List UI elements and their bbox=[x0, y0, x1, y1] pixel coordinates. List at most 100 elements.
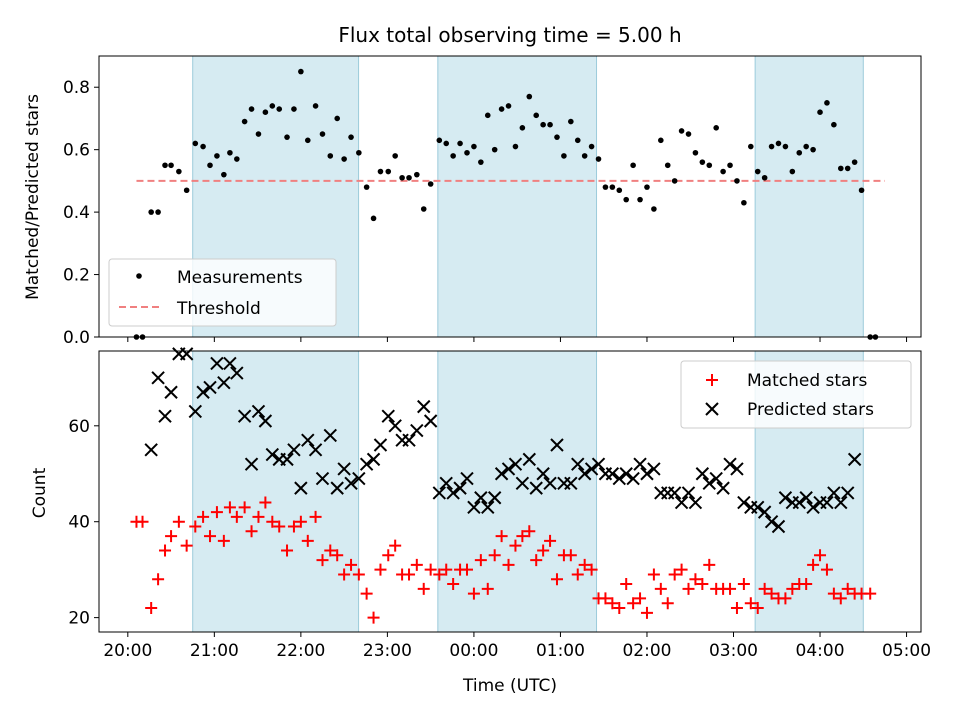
measurement-point bbox=[581, 153, 588, 159]
matched-star-point bbox=[827, 587, 840, 600]
measurement-point bbox=[414, 171, 420, 178]
measurement-point bbox=[526, 93, 533, 100]
predicted-star-point bbox=[251, 404, 266, 419]
top-shaded-intervals bbox=[192, 55, 864, 338]
measurement-point bbox=[637, 196, 643, 203]
measurement-point bbox=[356, 149, 362, 156]
matched-star-point bbox=[689, 573, 702, 586]
predicted-star-point bbox=[287, 443, 301, 457]
matched-star-point bbox=[730, 602, 743, 615]
matched-star-point bbox=[440, 563, 453, 576]
predicted-star-point bbox=[144, 443, 158, 457]
predicted-star-point bbox=[612, 471, 626, 486]
predicted-star-point bbox=[716, 481, 730, 495]
matched-star-point bbox=[189, 520, 202, 533]
predicted-star-point bbox=[280, 452, 294, 467]
x-tick-label: 01:00 bbox=[536, 641, 585, 661]
predicted-star-point bbox=[294, 481, 308, 495]
matched-star-point bbox=[571, 568, 584, 581]
predicted-star-point bbox=[460, 471, 474, 486]
measurement-point bbox=[312, 103, 319, 109]
measurement-point bbox=[519, 125, 526, 131]
y-tick-label: 0.8 bbox=[63, 78, 90, 98]
matched-star-point bbox=[599, 592, 612, 605]
matched-star-point bbox=[682, 582, 695, 595]
matched-star-point bbox=[433, 568, 446, 581]
y-tick-label: 20 bbox=[68, 609, 90, 629]
predicted-star-point bbox=[352, 471, 366, 486]
x-tick-label: 05:00 bbox=[882, 641, 931, 661]
measurement-point bbox=[427, 181, 434, 187]
matched-star-point bbox=[345, 558, 358, 571]
measurement-point bbox=[183, 187, 190, 194]
top-legend: Measurements Threshold bbox=[108, 258, 337, 327]
matched-star-point bbox=[165, 530, 178, 543]
ratio-panel: 0.00.20.40.60.8 Matched/Predicted stars … bbox=[23, 55, 922, 348]
matched-star-point bbox=[287, 520, 300, 533]
count-panel: 20 40 60 20:00 21:00 22:00 23:00 00:00 01:00 02:0… bbox=[30, 347, 931, 696]
measurement-point bbox=[298, 68, 304, 75]
predicted-star-point bbox=[584, 462, 599, 476]
matched-star-point bbox=[814, 549, 827, 562]
measurement-point bbox=[319, 131, 326, 137]
measurement-point bbox=[685, 131, 692, 137]
predicted-star-point bbox=[244, 457, 259, 471]
matched-star-point bbox=[324, 544, 337, 557]
measurement-point bbox=[630, 162, 636, 169]
matched-star-point bbox=[301, 534, 314, 547]
measurement-point bbox=[450, 153, 456, 159]
matched-star-point bbox=[564, 549, 577, 562]
matched-star-point bbox=[223, 501, 236, 514]
y-tick-label: 0.6 bbox=[63, 141, 90, 161]
predicted-star-point bbox=[315, 471, 330, 486]
matched-star-point bbox=[488, 549, 501, 562]
measurement-point bbox=[782, 143, 789, 150]
matched-star-point bbox=[737, 578, 750, 591]
predicted-star-point bbox=[487, 491, 502, 505]
predicted-star-point bbox=[806, 500, 820, 515]
predicted-star-point bbox=[550, 438, 564, 452]
matched-star-point bbox=[180, 539, 193, 552]
matched-star-point bbox=[230, 510, 243, 523]
predicted-star-point bbox=[640, 467, 654, 481]
predicted-star-point bbox=[265, 447, 280, 462]
matched-star-point bbox=[245, 525, 258, 538]
predicted-star-point bbox=[446, 486, 460, 500]
measurement-point bbox=[341, 156, 347, 162]
predicted-star-point bbox=[439, 476, 453, 491]
measurement-point bbox=[276, 106, 283, 112]
matched-star-point bbox=[481, 582, 494, 595]
predicted-star-point bbox=[223, 356, 237, 371]
matched-star-point bbox=[294, 515, 307, 528]
matched-star-point bbox=[807, 558, 820, 571]
measurement-point bbox=[262, 109, 269, 115]
shaded-interval bbox=[437, 350, 598, 633]
measurement-point bbox=[658, 137, 664, 144]
matched-star-point bbox=[259, 496, 272, 509]
measurement-point bbox=[664, 162, 671, 169]
measurement-point bbox=[713, 125, 719, 131]
top-y-axis-label: Matched/Predicted stars bbox=[23, 94, 43, 300]
predicted-star-point bbox=[217, 375, 231, 390]
matched-star-point bbox=[136, 515, 149, 528]
matched-star-point bbox=[654, 582, 667, 595]
predicted-star-point bbox=[323, 428, 337, 443]
matched-star-point bbox=[516, 530, 529, 543]
predicted-star-point bbox=[467, 500, 481, 515]
measurement-point bbox=[768, 143, 775, 150]
measurement-point bbox=[568, 118, 574, 125]
measurement-point bbox=[748, 143, 754, 150]
matched-star-point bbox=[578, 558, 591, 571]
predicted-star-point bbox=[330, 481, 344, 495]
matched-star-point bbox=[620, 578, 633, 591]
measurement-point bbox=[484, 112, 491, 119]
predicted-star-point bbox=[778, 491, 793, 505]
measurement-point bbox=[420, 206, 427, 212]
matched-star-point bbox=[172, 515, 185, 528]
matched-star-point bbox=[841, 582, 854, 595]
predicted-star-point bbox=[373, 438, 388, 452]
matched-star-point bbox=[537, 544, 550, 557]
predicted-star-point bbox=[258, 414, 273, 428]
matched-star-point bbox=[410, 558, 423, 571]
